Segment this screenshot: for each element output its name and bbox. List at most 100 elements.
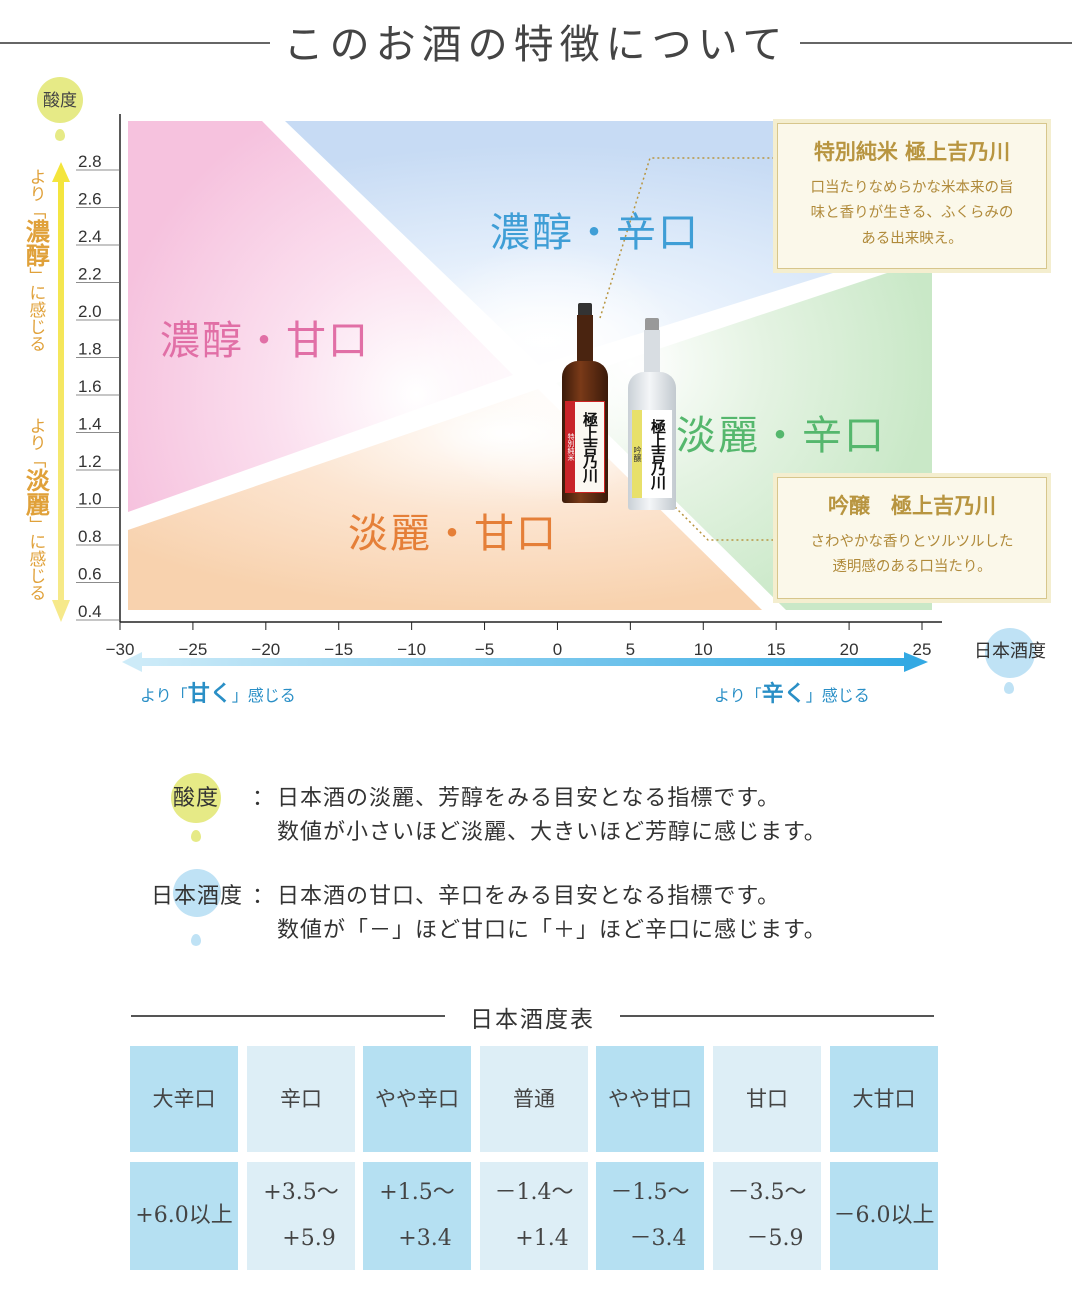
table-header-cell: やや辛口 (363, 1046, 471, 1152)
leader-line-1 (599, 157, 778, 319)
table-header-cell: 普通 (480, 1046, 588, 1152)
table-value-cell: +6.0以上 (130, 1162, 238, 1270)
x-arrow-left (122, 652, 142, 672)
table-value-line: +5.9 (282, 1226, 336, 1251)
explain-smv-line-1: 日本酒の甘口、辛口をみる目安となる指標です。 (277, 884, 781, 909)
explain-smv-badge (173, 869, 221, 917)
y-tick-label: 1.6 (78, 377, 102, 396)
card-1-line-3: ある出来映え。 (861, 230, 963, 247)
table-value-line: +3.5～ (263, 1180, 339, 1205)
y-arrow-up (52, 162, 70, 182)
x-tick-label: −30 (106, 640, 135, 659)
x-tick-label: 10 (694, 640, 713, 659)
card-2-title: 吟醸 極上吉乃川 (828, 493, 996, 518)
explain-acidity-colon: ： (252, 786, 276, 811)
region-rich-dry (285, 121, 932, 365)
table-header-cell: 大辛口 (130, 1046, 238, 1152)
y-tick-label: 1.2 (78, 452, 102, 471)
table-value-line: －6.0以上 (833, 1203, 935, 1228)
x-left-note: より「甘く」感じる (140, 681, 296, 707)
leader-line-2 (667, 499, 778, 541)
region-label-light-sweet: 淡麗・甘口 (348, 511, 558, 557)
bottle-tokubetsu-junmai: 特別純米 極上吉乃川 (562, 303, 608, 503)
table-header-cell: 辛口 (247, 1046, 355, 1152)
card-1-line-2: 味と香りが生きる、ふくらみの (810, 205, 1014, 222)
table-header-cell: やや甘口 (596, 1046, 704, 1152)
y-tick-label: 2.4 (78, 227, 102, 246)
y-tick-label: 2.0 (78, 302, 102, 321)
y-tick-label: 1.8 (78, 340, 102, 359)
title-rule-right (800, 42, 1072, 44)
bottle-1-label: 極上吉乃川 (581, 412, 599, 482)
y-tick-label: 2.2 (78, 265, 102, 284)
acidity-drop-icon (55, 129, 65, 141)
y-tick-label: 1.0 (78, 490, 102, 509)
x-arrow-shaft (140, 658, 906, 666)
x-tick-label: −25 (178, 640, 207, 659)
card-2-line-1: さわやかな香りとツルツルした (810, 534, 1014, 550)
table-value-line: －1.4～ (494, 1180, 574, 1205)
card-1-title: 特別純米 極上吉乃川 (813, 139, 1011, 164)
table-header-cell: 大甘口 (830, 1046, 938, 1152)
table-value-line: +6.0以上 (135, 1203, 233, 1228)
y-lower-note: より「淡麗」に感じる (21, 417, 51, 601)
table-rule-left (131, 1015, 445, 1017)
region-label-rich-dry: 濃醇・辛口 (490, 210, 700, 256)
table-value-cell: －3.5～ －5.9 (713, 1162, 821, 1270)
smv-table: 大辛口 +6.0以上 辛口 +3.5～ +5.9 やや辛口 +1.5～ +3.4 普通 －1.4～… (130, 1046, 938, 1270)
bottle-ginjo: 吟醸 極上吉乃川 (628, 318, 676, 510)
y-arrow-down (52, 600, 70, 622)
y-arrow-shaft (58, 180, 64, 600)
explain-acidity-term: 酸度 (172, 786, 219, 811)
y-tick-label: 2.8 (78, 152, 102, 171)
table-value-line: +1.5～ (379, 1180, 455, 1205)
title-rule-left (0, 42, 270, 44)
explain-smv-drop-icon (191, 934, 201, 946)
x-tick-label: −5 (475, 640, 494, 659)
bottle-1-side-label: 特別純米 (566, 402, 575, 492)
bottle-2-side-label: 吟醸 (632, 410, 642, 498)
table-value-line: +3.4 (398, 1226, 452, 1251)
region-rich-sweet (128, 121, 513, 512)
acidity-badge (37, 77, 83, 123)
y-tick-label: 2.6 (78, 190, 102, 209)
page-title: このお酒の特徴について (283, 22, 789, 68)
table-value-cell: +3.5～ +5.9 (247, 1162, 355, 1270)
region-light-sweet (128, 389, 762, 610)
y-tick-label: 0.8 (78, 527, 102, 546)
y-tick-label: 1.4 (78, 415, 102, 434)
card-1-line-1: 口当たりなめらかな米本来の旨 (810, 180, 1014, 196)
acidity-label: 酸度 (43, 91, 77, 111)
explain-acidity-line-2: 数値が小さいほど淡麗、大きいほど芳醇に感じます。 (277, 820, 827, 845)
card-tokubetsu-junmai: 特別純米 極上吉乃川 口当たりなめらかな米本来の旨 味と香りが生きる、ふくらみの… (777, 123, 1047, 269)
table-title: 日本酒度表 (470, 1007, 595, 1033)
x-tick-label: 0 (553, 640, 562, 659)
y-upper-note: より「濃醇」に感じる (21, 168, 51, 352)
smv-badge (985, 628, 1035, 678)
x-tick-label: −20 (251, 640, 280, 659)
card-ginjo: 吟醸 極上吉乃川 さわやかな香りとツルツルした 透明感のある口当たり。 (777, 477, 1047, 599)
smv-drop-icon (1004, 682, 1014, 694)
explain-acidity-line-1: 日本酒の淡麗、芳醇をみる目安となる指標です。 (277, 786, 781, 811)
explain-acidity-badge (171, 773, 221, 823)
x-tick-label: −10 (397, 640, 426, 659)
table-value-line: －5.9 (746, 1226, 804, 1251)
table-value-line: +1.4 (515, 1226, 569, 1251)
smv-label: 日本酒度 (974, 641, 1046, 662)
card-2-line-2: 透明感のある口当たり。 (832, 559, 992, 576)
table-value-cell: －1.4～ +1.4 (480, 1162, 588, 1270)
explain-smv-term: 日本酒度 (150, 884, 243, 909)
x-arrow-right (904, 652, 928, 672)
explain-smv-line-2: 数値が「－」ほど甘口に「＋」ほど辛口に感じます。 (277, 918, 827, 943)
explain-acidity-drop-icon (191, 830, 201, 842)
x-tick-label: 25 (913, 640, 932, 659)
region-label-light-dry: 淡麗・辛口 (676, 413, 886, 459)
table-value-line: －1.5～ (610, 1180, 690, 1205)
table-value-cell: －6.0以上 (830, 1162, 938, 1270)
x-tick-label: 5 (626, 640, 635, 659)
region-label-rich-sweet: 濃醇・甘口 (160, 318, 370, 364)
table-value-line: －3.5～ (727, 1180, 807, 1205)
explain-smv-colon: ： (252, 884, 276, 909)
bottle-2-label: 極上吉乃川 (649, 419, 667, 489)
x-tick-label: −15 (324, 640, 353, 659)
